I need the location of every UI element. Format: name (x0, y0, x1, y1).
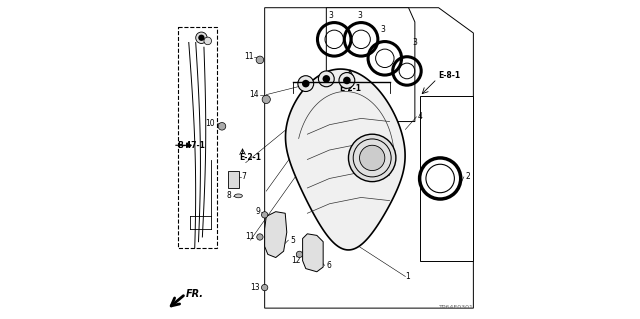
Text: E-2-1: E-2-1 (239, 153, 261, 162)
Bar (228, 171, 239, 188)
Circle shape (319, 71, 334, 87)
Text: TP64E0301: TP64E0301 (438, 305, 474, 310)
Circle shape (196, 32, 207, 43)
Text: 13: 13 (250, 283, 260, 292)
Polygon shape (285, 69, 405, 250)
Text: 2: 2 (465, 172, 470, 182)
Circle shape (339, 72, 355, 88)
Circle shape (343, 77, 351, 84)
Circle shape (204, 37, 212, 45)
Text: 7: 7 (241, 172, 246, 182)
Polygon shape (420, 96, 474, 261)
Circle shape (348, 134, 396, 182)
Text: 6: 6 (326, 261, 331, 270)
Circle shape (302, 80, 310, 87)
Circle shape (262, 212, 268, 218)
Text: 3: 3 (328, 11, 333, 20)
Circle shape (262, 285, 268, 291)
Text: 11: 11 (244, 52, 253, 61)
Text: 10: 10 (205, 119, 215, 128)
Text: 5: 5 (290, 236, 295, 245)
Circle shape (262, 95, 270, 104)
Circle shape (296, 251, 303, 257)
Text: 9: 9 (255, 207, 260, 216)
Circle shape (360, 145, 385, 171)
Circle shape (257, 234, 263, 240)
Ellipse shape (234, 194, 243, 198)
Text: 1: 1 (405, 272, 410, 281)
Text: FR.: FR. (186, 289, 204, 299)
Text: 8: 8 (227, 191, 232, 200)
Text: E-2-1: E-2-1 (339, 84, 361, 93)
Polygon shape (326, 8, 415, 122)
Circle shape (323, 75, 330, 83)
Bar (178, 27, 217, 248)
Text: 12: 12 (292, 256, 301, 265)
Text: B-47-1: B-47-1 (178, 141, 205, 150)
Circle shape (256, 56, 264, 64)
Text: 14: 14 (249, 90, 259, 99)
Text: 3: 3 (381, 25, 386, 34)
Polygon shape (303, 234, 323, 272)
Text: 11: 11 (246, 233, 255, 241)
Polygon shape (265, 212, 287, 257)
Text: 3: 3 (357, 11, 362, 20)
Text: 4: 4 (418, 112, 423, 121)
Circle shape (218, 122, 226, 130)
Circle shape (198, 34, 205, 41)
Text: 3: 3 (412, 38, 417, 47)
Text: E-8-1: E-8-1 (438, 71, 461, 80)
Circle shape (298, 76, 314, 92)
